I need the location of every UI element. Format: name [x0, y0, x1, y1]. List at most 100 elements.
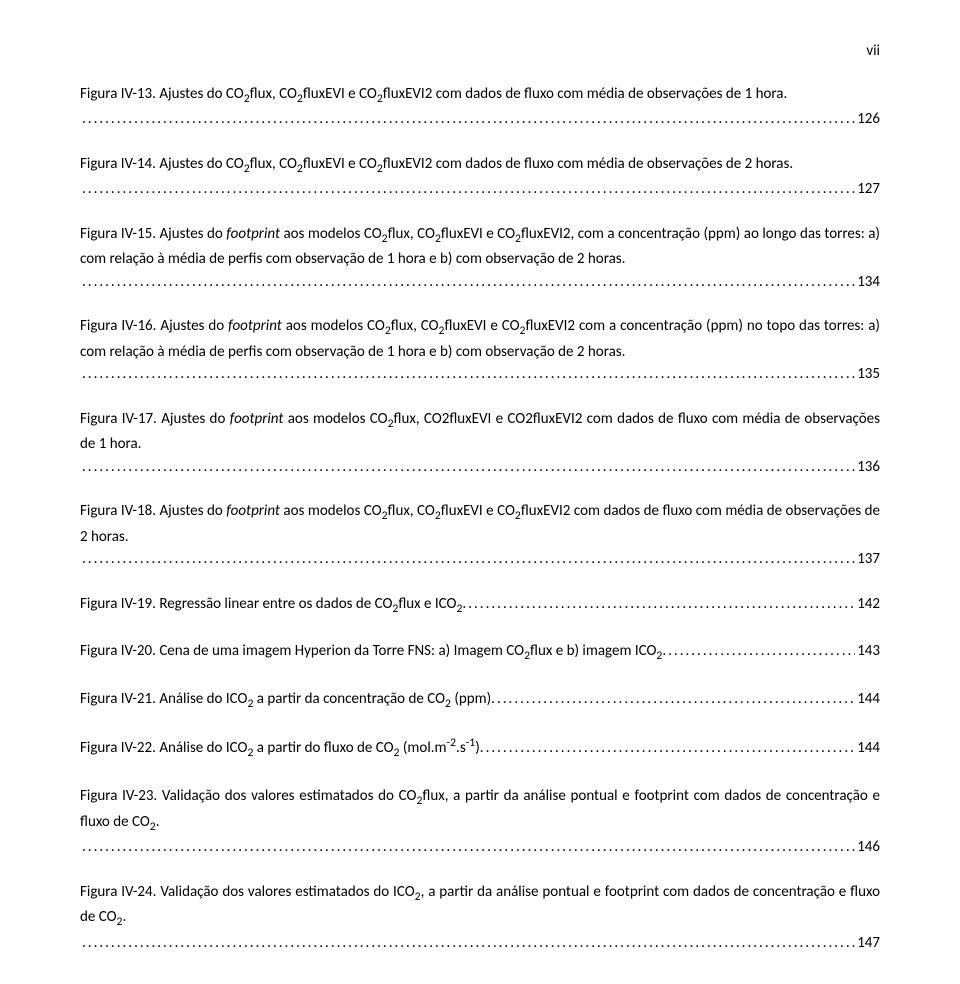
leader-row: 137 — [80, 548, 880, 571]
text-run: Validação dos valores estimatados do ICO — [156, 883, 414, 901]
text-run: aos modelos CO — [280, 502, 382, 520]
entry-text: Figura IV-23. Validação dos valores esti… — [80, 785, 880, 836]
entry-text: Figura IV-16. Ajustes do footprint aos m… — [80, 315, 880, 363]
leader-row: 134 — [80, 271, 880, 294]
leader-row: Figura IV-20. Cena de uma imagem Hyperio… — [80, 640, 880, 666]
figure-list: Figura IV-13. Ajustes do CO2flux, CO2flu… — [80, 83, 880, 955]
page-ref: 127 — [857, 178, 880, 201]
text-run: fluxEVI e CO — [303, 155, 377, 173]
leader-row: 126 — [80, 108, 880, 131]
entry-label: Figura IV-22. — [80, 739, 156, 757]
figure-entry: Figura IV-14. Ajustes do CO2flux, CO2flu… — [80, 153, 880, 201]
page-ref: 147 — [857, 932, 880, 955]
leader-row: 127 — [80, 178, 880, 201]
page-ref: 142 — [857, 593, 880, 616]
text-run: . — [462, 595, 466, 613]
leader-dots — [82, 932, 855, 955]
entry-text: Figura IV-24. Validação dos valores esti… — [80, 881, 880, 932]
text-run: flux, CO — [250, 85, 297, 103]
text-run: fluxEVI e CO — [441, 225, 515, 243]
leader-dots — [82, 271, 855, 294]
leader-dots — [82, 836, 855, 859]
entry-text-inline: Figura IV-21. Análise do ICO2 a partir d… — [80, 688, 495, 714]
italic-text: footprint — [226, 225, 280, 243]
page-ref: 135 — [857, 363, 880, 386]
leader-row: Figura IV-21. Análise do ICO2 a partir d… — [80, 688, 880, 714]
text-run: .s — [456, 739, 466, 757]
leader-dots — [82, 108, 855, 131]
page-ref: 143 — [857, 640, 880, 663]
page-ref: 144 — [857, 737, 880, 760]
figure-entry: Figura IV-21. Análise do ICO2 a partir d… — [80, 688, 880, 714]
leader-dots — [486, 737, 856, 760]
figure-entry: Figura IV-24. Validação dos valores esti… — [80, 881, 880, 955]
text-run: fluxEVI e CO — [444, 317, 519, 335]
entry-label: Figura IV-23. — [80, 787, 157, 805]
text-run: Ajustes do CO — [156, 85, 244, 103]
entry-text-inline: Figura IV-22. Análise do ICO2 a partir d… — [80, 735, 484, 763]
text-run: flux, CO — [388, 225, 435, 243]
figure-entry: Figura IV-22. Análise do ICO2 a partir d… — [80, 735, 880, 763]
text-run: Validação dos valores estimatados do CO — [157, 787, 416, 805]
leader-dots — [468, 593, 855, 616]
text-run: Ajustes do — [156, 502, 226, 520]
text-run: Cena de uma imagem Hyperion da Torre FNS… — [156, 642, 524, 660]
text-run: aos modelos CO — [280, 225, 382, 243]
text-run: fluxEVI e CO — [303, 85, 377, 103]
text-run: flux, CO — [391, 317, 439, 335]
text-run: a partir da concentração de CO — [253, 690, 445, 708]
text-run: Regressão linear entre os dados de CO — [156, 595, 392, 613]
entry-text-inline: Figura IV-20. Cena de uma imagem Hyperio… — [80, 640, 666, 666]
figure-entry: Figura IV-15. Ajustes do footprint aos m… — [80, 223, 880, 294]
text-run: Ajustes do — [156, 317, 228, 335]
leader-dots — [497, 688, 855, 711]
page-number: vii — [80, 40, 880, 63]
text-run: fluxEVI e CO — [441, 502, 515, 520]
entry-text: Figura IV-18. Ajustes do footprint aos m… — [80, 500, 880, 548]
page-ref: 134 — [857, 271, 880, 294]
leader-row: 135 — [80, 363, 880, 386]
entry-label: Figura IV-20. — [80, 642, 156, 660]
figure-entry: Figura IV-20. Cena de uma imagem Hyperio… — [80, 640, 880, 666]
entry-text-inline: Figura IV-19. Regressão linear entre os … — [80, 593, 466, 619]
page-ref: 136 — [857, 456, 880, 479]
text-run: a partir do fluxo de CO — [253, 739, 393, 757]
leader-row: Figura IV-19. Regressão linear entre os … — [80, 593, 880, 619]
text-run: flux e ICO — [398, 595, 456, 613]
entry-text: Figura IV-13. Ajustes do CO2flux, CO2flu… — [80, 83, 880, 109]
page-ref: 137 — [857, 548, 880, 571]
entry-label: Figura IV-16. — [80, 317, 156, 335]
entry-label: Figura IV-15. — [80, 225, 156, 243]
leader-dots — [82, 178, 855, 201]
italic-text: footprint — [230, 410, 284, 428]
text-run: flux e b) imagem ICO — [530, 642, 656, 660]
leader-row: 146 — [80, 836, 880, 859]
text-run: . — [122, 908, 126, 926]
figure-entry: Figura IV-16. Ajustes do footprint aos m… — [80, 315, 880, 386]
entry-label: Figura IV-24. — [80, 883, 156, 901]
text-run: aos modelos CO — [283, 410, 387, 428]
text-run: Ajustes do CO — [156, 155, 244, 173]
leader-dots — [668, 640, 855, 663]
leader-dots — [82, 548, 855, 571]
leader-dots — [82, 456, 855, 479]
italic-text: footprint — [226, 502, 280, 520]
entry-label: Figura IV-17. — [80, 410, 157, 428]
text-run: fluxEVI2 com dados de fluxo com média de… — [383, 155, 793, 173]
superscript: -1 — [466, 736, 476, 750]
figure-entry: Figura IV-23. Validação dos valores esti… — [80, 785, 880, 859]
superscript: -2 — [447, 736, 457, 750]
figure-entry: Figura IV-13. Ajustes do CO2flux, CO2flu… — [80, 83, 880, 131]
entry-label: Figura IV-14. — [80, 155, 156, 173]
entry-label: Figura IV-21. — [80, 690, 156, 708]
italic-text: footprint — [228, 317, 282, 335]
figure-entry: Figura IV-18. Ajustes do footprint aos m… — [80, 500, 880, 571]
text-run: fluxEVI2 com dados de fluxo com média de… — [383, 85, 788, 103]
leader-row: 136 — [80, 456, 880, 479]
text-run: flux, CO — [388, 502, 435, 520]
entry-text: Figura IV-14. Ajustes do CO2flux, CO2flu… — [80, 153, 880, 179]
figure-entry: Figura IV-19. Regressão linear entre os … — [80, 593, 880, 619]
page-ref: 144 — [857, 688, 880, 711]
text-run: Ajustes do — [156, 225, 226, 243]
leader-dots — [82, 363, 855, 386]
